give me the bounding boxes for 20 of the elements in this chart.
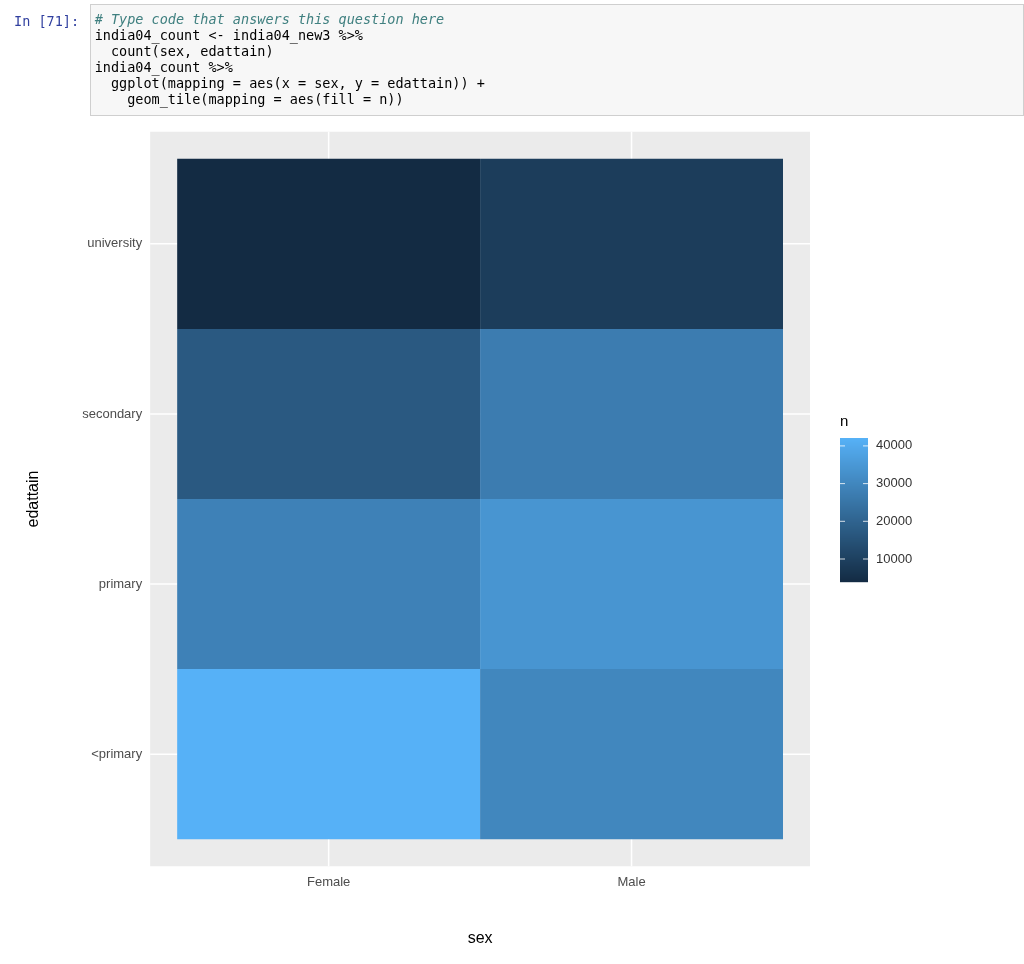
y-axis-title: edattain <box>24 470 42 528</box>
text: geom_tile(mapping = aes(fill = n)) <box>126 91 404 107</box>
x-tick-label: Male <box>617 873 646 889</box>
x-tick-label: Female <box>306 873 351 889</box>
y-tick-label: university <box>87 235 143 251</box>
text: india04_count <- india04_new3 %>% <box>94 27 363 43</box>
text: # Type code that answers this question here <box>94 11 445 27</box>
color-bar-label: 40000 <box>876 437 913 453</box>
text: count(sex, edattain) <box>110 43 274 59</box>
color-bar-label: 30000 <box>876 475 913 491</box>
text: ggplot(mapping = aes(x = sex, y = edattain)) + <box>110 75 485 91</box>
color-bar-label: 10000 <box>876 550 913 566</box>
color-bar-label: 20000 <box>876 512 913 528</box>
text: In [71]: <box>14 12 81 31</box>
y-tick-label: <primary <box>91 745 143 761</box>
y-tick-label: secondary <box>82 405 143 421</box>
y-tick-label: primary <box>98 575 143 591</box>
color-bar-title: n <box>840 412 849 429</box>
text: india04_count %>% <box>94 59 233 75</box>
x-axis-title: sex <box>467 928 493 946</box>
